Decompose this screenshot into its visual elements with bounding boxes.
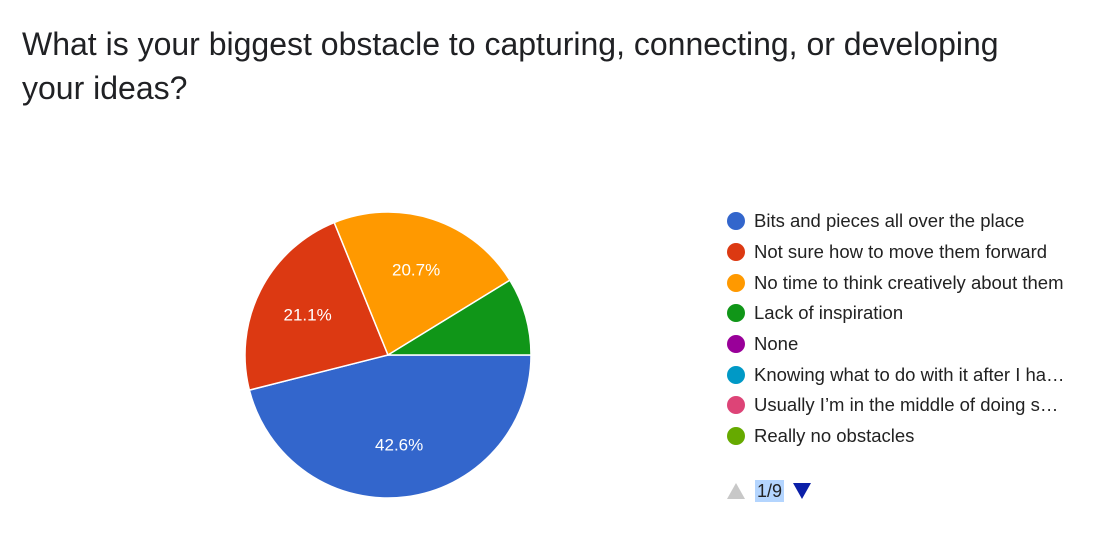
legend-label: None [754,333,799,355]
legend-swatch-icon [727,365,745,384]
legend-item: Really no obstacles [727,421,1065,452]
chart-legend: Bits and pieces all over the place Not su… [727,206,1065,452]
legend-item: Bits and pieces all over the place [727,206,1065,237]
pie-slice [333,211,511,357]
legend-swatch-icon [727,304,745,323]
legend-swatch-icon [727,335,745,354]
chart-title: What is your biggest obstacle to capturi… [22,26,999,106]
slice-value-label: 20.7% [392,260,440,279]
legend-swatch-icon [727,273,745,292]
triangle-down-icon[interactable] [793,483,812,499]
pie-slice [244,221,390,392]
legend-item: Lack of inspiration [727,298,1065,329]
legend-label: Not sure how to move them forward [754,241,1048,263]
legend-label: Really no obstacles [754,425,915,447]
legend-label: Usually I’m in the middle of doing s… [754,394,1059,416]
legend-item: None [727,329,1065,360]
legend-label: Bits and pieces all over the place [754,210,1025,232]
pager-page-indicator: 1/9 [755,480,785,502]
legend-label: No time to think creatively about them [754,271,1064,293]
legend-swatch-icon [727,396,745,415]
pie-slice [248,354,532,499]
triangle-up-icon [727,483,745,499]
pie-slice [385,279,532,356]
legend-swatch-icon [727,212,745,231]
legend-item: Knowing what to do with it after I ha… [727,359,1065,390]
slice-value-label: 21.1% [284,305,332,324]
legend-item: Usually I’m in the middle of doing s… [727,390,1065,421]
legend-swatch-icon [727,243,745,262]
legend-label: Lack of inspiration [754,302,904,324]
legend-pager: 1/9 [727,480,812,502]
legend-item: Not sure how to move them forward [727,237,1065,268]
legend-label: Knowing what to do with it after I ha… [754,363,1065,385]
slice-value-label: 42.6% [375,435,423,454]
legend-item: No time to think creatively about them [727,267,1065,298]
legend-swatch-icon [727,427,745,446]
